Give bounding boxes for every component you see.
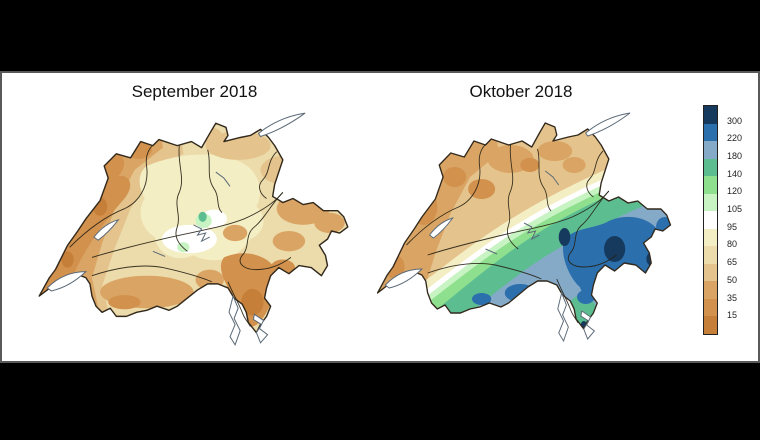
fill-blob [577,290,595,304]
fill-blob [646,252,658,266]
legend-tick-label: 80 [727,239,738,249]
switzerland-outline [376,122,672,330]
fill-blob [197,127,222,144]
region-borders [406,142,617,324]
fill-blob [416,195,428,211]
fill-blob [195,269,224,290]
fill-blob [61,251,74,268]
lake-thun [152,250,166,257]
fill-blob [241,288,264,316]
legend-color-step [704,123,717,142]
map-title-oktober: Oktober 2018 [469,82,573,101]
fill-blob [558,228,571,246]
legend-tick-label: 15 [727,310,738,320]
lake-lugano [580,310,596,340]
map-september [38,112,349,346]
lake-neuchatel [93,218,120,241]
map-oktober [376,112,672,343]
fill-blob [108,295,141,310]
legend-color-step [704,298,717,317]
legend-tick-label: 220 [727,133,743,143]
legend-color-step [704,316,717,334]
legend-tick-label: 35 [727,293,738,303]
region-borders [69,143,292,327]
lake-geneva [384,268,424,289]
fill-blob [314,212,345,234]
lake-geneva [46,271,88,292]
legend-colorbar [703,105,718,335]
fill-blob [410,189,438,225]
fill-blob [537,141,573,161]
fill-blob [472,293,492,305]
legend-tick-label: 95 [727,222,738,232]
fill-blob [520,158,540,172]
legend-color-step [704,106,717,124]
legend-tick-label: 300 [727,116,743,126]
legend-tick-label: 120 [727,186,743,196]
fill-blob [205,131,271,160]
lake-zurich [544,170,560,186]
lake-maggiore [557,291,569,343]
legend-color-step [704,228,717,247]
lake-thun [485,248,498,255]
legend-tick-label: 180 [727,151,743,161]
lake-lugano [252,313,269,344]
lakes [46,112,306,346]
legend-tick-labels: 300 220 180 140 120 105 95 80 65 50 35 1… [723,105,759,335]
legend-color-step [704,263,717,282]
legend-color-step [704,246,717,264]
fill-blob [443,167,467,187]
lake-neuchatel [428,217,455,239]
legend-color-step [704,193,717,212]
fill-blob [272,231,306,252]
fill-blob [198,211,207,222]
legend-tick-label: 50 [727,275,738,285]
legend-tick-label: 140 [727,169,743,179]
switzerland-outline [38,122,349,334]
legend-tick-label: 105 [727,204,743,214]
lake-lucerne [523,222,540,241]
lake-constance [257,112,306,138]
lake-zurich [215,171,231,187]
legend-tick-label: 65 [727,257,738,267]
fill-blob [468,179,496,199]
fill-blob [604,236,626,262]
legend-color-step [704,211,717,229]
fill-blob [270,259,295,276]
figure-panel: September 2018 Oktober 2018 [0,71,760,363]
fill-blob [656,217,671,237]
legend-color-step [704,176,717,194]
lakes [384,112,631,343]
map-title-september: September 2018 [131,82,258,101]
lake-lucerne [193,224,210,243]
fill-blob [562,157,586,173]
lake-maggiore [228,294,241,346]
legend-color-step [704,158,717,177]
lake-constance [585,112,631,137]
legend-color-step [704,141,717,159]
fill-blob [222,224,248,242]
legend-color-step [704,281,717,299]
